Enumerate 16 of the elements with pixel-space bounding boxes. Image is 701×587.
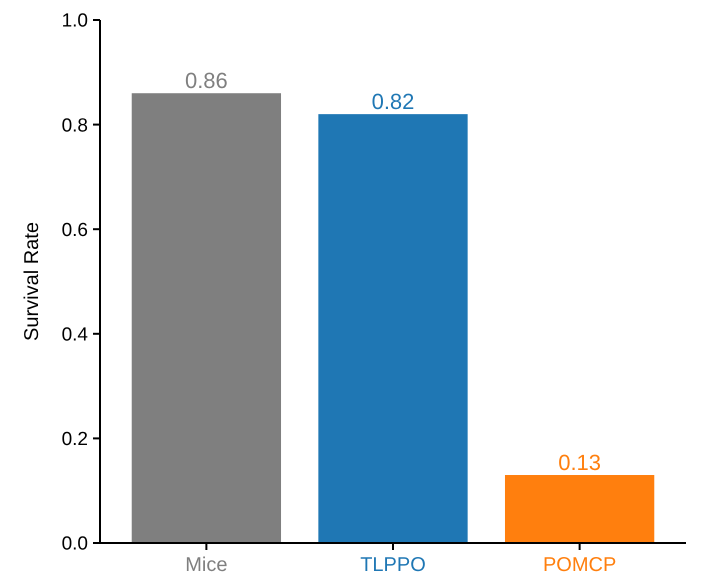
- data-label: 0.86: [184, 68, 228, 94]
- y-tick-label: 1.0: [62, 10, 88, 32]
- bar: [504, 475, 654, 543]
- data-label: 0.13: [558, 450, 602, 476]
- y-axis-title: Survival Rate: [21, 222, 43, 341]
- y-tick-label: 0.2: [62, 429, 88, 450]
- bar: [132, 93, 282, 543]
- x-tick-label: Mice: [185, 554, 228, 576]
- y-tick-label: 0.6: [62, 220, 88, 241]
- y-tick-label: 0.4: [62, 324, 88, 346]
- y-tick-label: 0.8: [62, 115, 88, 136]
- bar: [318, 114, 468, 543]
- x-tick-label: TLPPO: [360, 554, 426, 576]
- y-tick-label: 0.0: [62, 534, 88, 555]
- data-label: 0.82: [372, 89, 414, 114]
- x-tick-label: POMCP: [542, 554, 616, 576]
